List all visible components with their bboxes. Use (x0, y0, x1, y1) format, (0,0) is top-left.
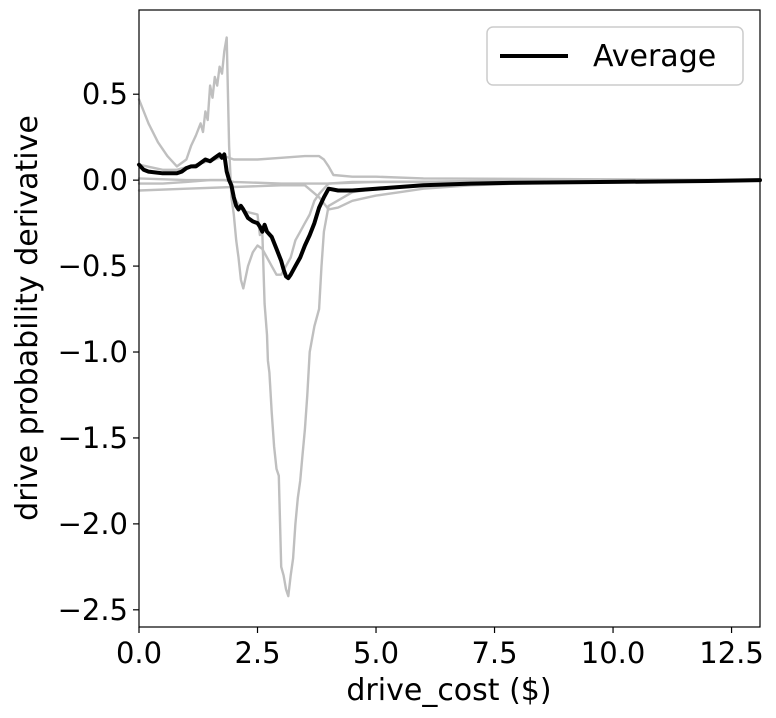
y-tick-label: 0.5 (82, 77, 128, 111)
y-axis-label: drive probability derivative (10, 115, 45, 521)
x-tick-label: 7.5 (471, 636, 517, 670)
x-tick-label: 2.5 (234, 636, 280, 670)
plot-frame (138, 9, 761, 628)
legend: Average (486, 26, 744, 86)
x-tick-label: 5.0 (353, 636, 399, 670)
x-axis-ticks: 0.0 2.5 5.0 7.5 10.0 12.5 (116, 627, 764, 670)
average-line (137, 152, 762, 281)
y-tick-label: −1.5 (58, 421, 128, 455)
y-tick-label: −2.5 (58, 593, 128, 627)
y-tick-label: −0.5 (58, 249, 128, 283)
x-tick-label: 12.5 (699, 636, 764, 670)
y-tick-label: −2.0 (58, 507, 128, 541)
plot-series (137, 36, 762, 598)
individual-line (137, 177, 762, 185)
y-tick-label: 0.0 (82, 163, 128, 197)
individual-line (137, 36, 762, 290)
individual-line (137, 178, 762, 598)
x-tick-label: 0.0 (116, 636, 162, 670)
individual-line (137, 154, 762, 182)
legend-box (486, 26, 744, 86)
y-axis-ticks: 0.5 0.0 −0.5 −1.0 −1.5 −2.0 −2.5 (58, 77, 139, 627)
legend-average-label: Average (593, 39, 716, 74)
x-tick-label: 10.0 (581, 636, 646, 670)
x-axis-label: drive_cost ($) (346, 673, 551, 708)
y-tick-label: −1.0 (58, 335, 128, 369)
